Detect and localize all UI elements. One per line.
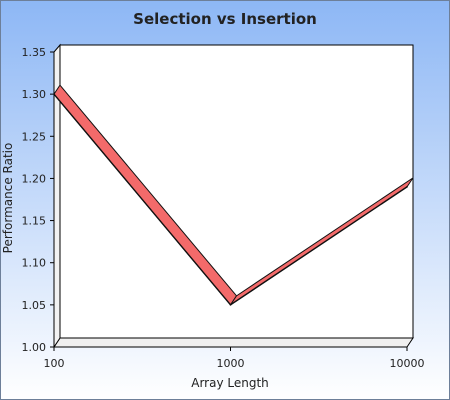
plot-back-wall <box>59 44 414 339</box>
chart-title: Selection vs Insertion <box>133 10 317 28</box>
y-tick-label: 1.05 <box>22 299 47 312</box>
x-tick-label: 10000 <box>390 357 425 370</box>
plot-area <box>53 43 414 349</box>
series-ribbon <box>53 84 414 306</box>
data-point <box>229 304 232 306</box>
y-tick-label: 1.30 <box>22 88 47 101</box>
y-tick-label: 1.35 <box>22 46 47 59</box>
y-axis-title: Performance Ratio <box>1 143 15 254</box>
plot-floor <box>53 337 414 348</box>
x-tick-label: 100 <box>44 357 65 370</box>
y-tick-label: 1.20 <box>22 172 47 185</box>
y-tick-label: 1.25 <box>22 130 47 143</box>
y-tick-label: 1.10 <box>22 257 47 270</box>
y-tick-label: 1.15 <box>22 215 47 228</box>
y-axis-ticks: 1.00 1.05 1.10 1.15 1.20 1.25 1.30 1.35 <box>22 46 54 354</box>
y-tick-label: 1.00 <box>22 341 47 354</box>
data-point <box>53 93 55 95</box>
data-point <box>406 186 408 188</box>
x-axis-title: Array Length <box>191 376 269 390</box>
x-tick-label: 1000 <box>217 357 245 370</box>
x-axis-ticks: 100 1000 10000 <box>44 347 425 370</box>
